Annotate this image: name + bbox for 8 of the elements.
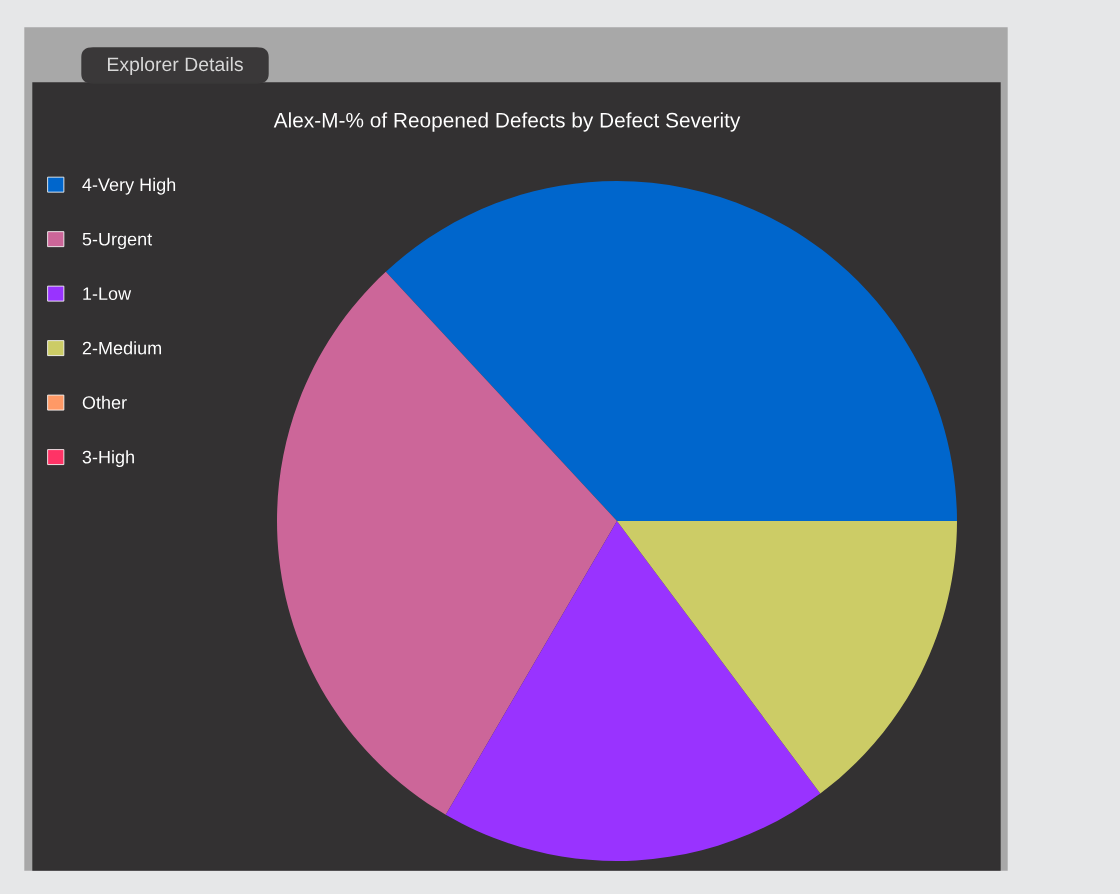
chart-title: Alex-M-% of Reopened Defects by Defect Severity <box>273 112 741 132</box>
legend-label: 5-Urgent <box>82 232 153 250</box>
legend-label: 3-High <box>82 450 134 468</box>
legend-label: 1-Low <box>83 287 132 301</box>
text: Explorer Details <box>107 56 243 76</box>
legend-label: Other <box>82 395 127 409</box>
legend-label: 2-Medium <box>82 341 161 355</box>
legend-label: 4-Very High <box>82 177 176 195</box>
